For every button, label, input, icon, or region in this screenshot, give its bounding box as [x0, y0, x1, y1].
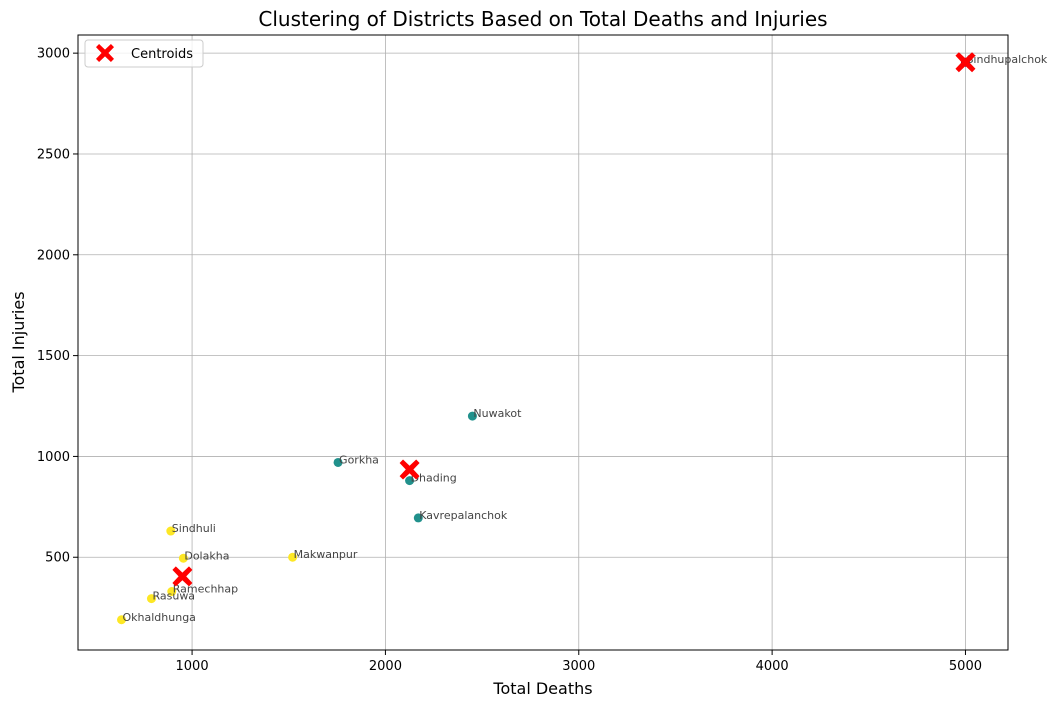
centroid-marker-1 — [399, 459, 420, 480]
data-point-5 — [166, 526, 176, 536]
y-tick-label-3: 2000 — [37, 248, 70, 263]
axis-ticks: 1000 2000 3000 4000 5000 500 1000 1500 2000 2500 3… — [37, 47, 982, 674]
legend-box — [84, 39, 204, 68]
point-label-1: Nuwakot — [473, 407, 522, 420]
point-label-5: Sindhuli — [172, 522, 216, 535]
legend-centroid-marker — [96, 44, 114, 62]
x-tick-label-0: 1000 — [176, 659, 209, 674]
legend-centroid-x — [96, 44, 114, 62]
grid — [78, 35, 1008, 650]
y-tick-label-0: 500 — [45, 551, 70, 566]
centroid-marker-2 — [172, 566, 193, 587]
x-tick-label-3: 4000 — [756, 659, 789, 674]
data-point-7 — [288, 552, 298, 562]
y-tick-label-4: 2500 — [37, 147, 70, 162]
x-axis-label: Total Deaths — [492, 679, 592, 698]
x-tick-label-4: 5000 — [949, 659, 982, 674]
point-label-7: Makwanpur — [294, 548, 358, 561]
data-point-9 — [146, 594, 156, 604]
y-tick-label-5: 3000 — [37, 47, 70, 62]
data-point-6 — [178, 553, 188, 563]
y-axis-label: Total Injuries — [9, 291, 28, 393]
y-tick-label-1: 1000 — [37, 450, 70, 465]
data-points: Sindhupalchok Nuwakot Gorkha Dhading Kavrepa… — [117, 53, 1048, 625]
data-point-1 — [467, 411, 477, 421]
chart-title: Clustering of Districts Based on Total D… — [258, 7, 827, 31]
point-label-9: Rasuwa — [152, 590, 195, 603]
point-label-3: Dhading — [411, 472, 457, 485]
legend: Centroids — [84, 39, 204, 68]
data-point-3 — [405, 476, 415, 486]
centroid-marker-0 — [955, 52, 976, 73]
point-label-2: Gorkha — [339, 453, 379, 466]
data-point-10 — [117, 615, 127, 625]
point-label-6: Dolakha — [184, 549, 229, 562]
data-point-2 — [333, 457, 343, 467]
plot-area — [77, 34, 1009, 651]
y-tick-label-2: 1500 — [37, 349, 70, 364]
point-label-0: Sindhupalchok — [966, 53, 1047, 66]
legend-label-centroids: Centroids — [131, 47, 193, 62]
data-point-8 — [167, 587, 177, 597]
point-label-4: Kavrepalanchok — [419, 509, 508, 522]
x-tick-label-2: 3000 — [562, 659, 595, 674]
point-label-10: Okhaldhunga — [123, 611, 196, 624]
data-point-4 — [413, 513, 423, 523]
x-tick-label-1: 2000 — [369, 659, 402, 674]
centroids — [172, 52, 976, 587]
